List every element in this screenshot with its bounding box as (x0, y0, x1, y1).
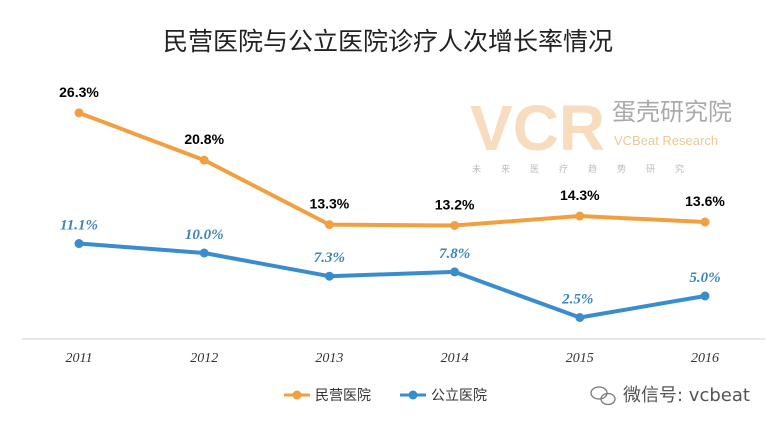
legend-label: 民营医院 (315, 388, 371, 404)
legend-label: 公立医院 (431, 388, 487, 404)
data-label: 7.3% (314, 250, 345, 266)
watermark-logo: VCR (470, 92, 605, 164)
data-point (700, 291, 710, 301)
data-point (74, 239, 84, 249)
x-tick-label: 2016 (691, 351, 719, 366)
data-point (74, 108, 84, 118)
wechat-id: 微信号: vcbeat (590, 385, 750, 406)
wechat-icon (590, 386, 616, 406)
data-point (450, 220, 460, 230)
data-point (199, 248, 209, 258)
chart-title: 民营医院与公立医院诊疗人次增长率情况 (163, 27, 613, 56)
data-label: 26.3% (59, 84, 99, 100)
x-tick-label: 2015 (566, 351, 594, 366)
data-point (575, 211, 585, 221)
x-tick-label: 2012 (190, 351, 218, 366)
legend-item-0: 民营医院 (284, 388, 371, 404)
data-label: 5.0% (689, 270, 720, 286)
data-label: 7.8% (439, 246, 470, 262)
data-point (324, 271, 334, 281)
watermark-name: 蛋壳研究院 (612, 98, 732, 126)
watermark: VCR 蛋壳研究院 VCBeat Research 未来医疗趋势研究 (470, 92, 732, 175)
x-tick-label: 2014 (441, 351, 469, 366)
data-label: 13.6% (685, 193, 725, 209)
data-point (700, 217, 710, 227)
data-point (324, 220, 334, 230)
legend-marker (292, 390, 302, 400)
data-label: 11.1% (60, 218, 98, 234)
data-point (450, 267, 460, 277)
legend-marker (408, 390, 418, 400)
watermark-english: VCBeat Research (614, 133, 718, 148)
x-tick-label: 2011 (66, 351, 93, 366)
data-label: 20.8% (184, 131, 224, 147)
legend-item-1: 公立医院 (400, 388, 487, 404)
data-label: 13.3% (310, 196, 350, 212)
wechat-text: 微信号: vcbeat (623, 385, 750, 406)
data-point (199, 155, 209, 165)
watermark-slogan: 未来医疗趋势研究 (472, 163, 704, 175)
x-tick-label: 2013 (315, 351, 343, 366)
data-label: 13.2% (435, 196, 475, 212)
series-line-1 (78, 241, 706, 320)
series-line-0 (78, 110, 706, 228)
data-point (575, 313, 585, 322)
data-label: 10.0% (185, 227, 224, 243)
data-label: 14.3% (560, 187, 600, 203)
data-label: 2.5% (561, 292, 593, 308)
